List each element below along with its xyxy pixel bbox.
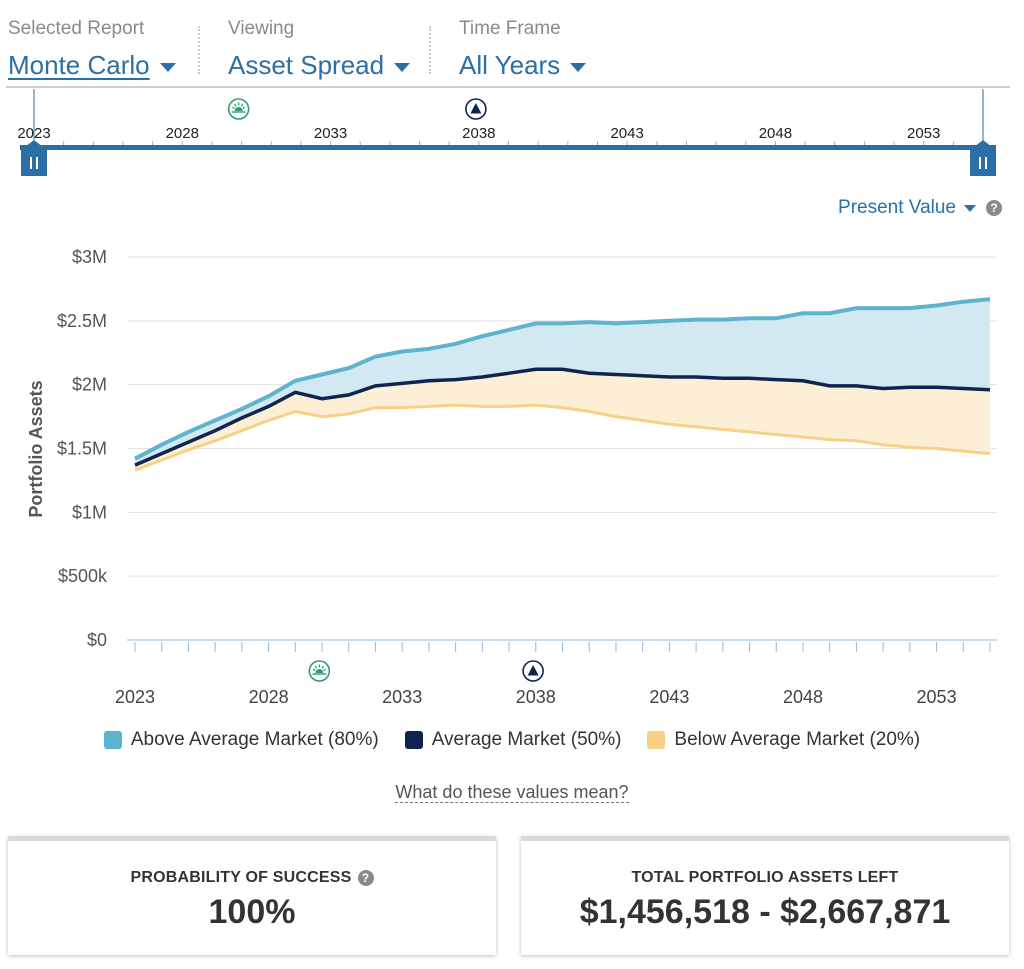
help-icon[interactable]: ?	[357, 870, 374, 886]
icon-ray	[323, 668, 326, 672]
timeline-year-label: 2033	[314, 125, 347, 142]
assets-left-title: TOTAL PORTFOLIO ASSETS LEFT	[631, 869, 899, 886]
icon-ray	[321, 665, 324, 669]
report-dropdown[interactable]: Monte Carlo	[8, 50, 176, 81]
x-tick-label: 2038	[516, 687, 556, 707]
time-frame-label: Time Frame	[459, 18, 561, 39]
icon-ray	[234, 103, 237, 107]
y-tick-label: $0	[87, 630, 107, 650]
retirement-sun-icon	[308, 660, 331, 682]
time-frame-dropdown-value: All Years	[459, 50, 561, 80]
below-average-band	[135, 369, 990, 471]
values-help-link-row: What do these values mean?	[0, 782, 1024, 803]
icon-ray	[312, 668, 316, 672]
legend-swatch	[103, 731, 122, 749]
icon-triangle	[527, 665, 539, 676]
probability-title: PROBABILITY OF SUCCESS	[130, 869, 352, 886]
series-line-above-average	[134, 297, 991, 461]
icon-ray	[314, 665, 318, 669]
chevron-down-icon	[394, 62, 411, 72]
legend-swatch	[404, 731, 423, 749]
x-tick-label: 2023	[115, 687, 155, 707]
assets-left-value: $1,456,518 - $2,667,871	[579, 893, 951, 931]
probability-card: PROBABILITY OF SUCCESS ? 100%	[8, 836, 496, 955]
present-value-dropdown[interactable]: Present Value ?	[838, 197, 1002, 219]
handle-body[interactable]	[970, 140, 996, 176]
viewing: Viewing Asset Spread	[228, 18, 411, 81]
series-line-below-average	[134, 403, 991, 472]
legend-item-below-average: Below Average Market (20%)	[647, 729, 920, 751]
y-tick-label: $1M	[72, 502, 107, 522]
chevron-down-icon	[964, 204, 976, 212]
x-tick-label: 2028	[249, 687, 289, 707]
x-tick-label: 2053	[917, 687, 957, 707]
y-tick-label: $2.5M	[57, 311, 107, 331]
icon-ray	[242, 106, 246, 110]
portfolio-assets-chart: $0 $500k $1M $1.5M $2M $2.5M $3M Portfolio Asse…	[26, 247, 997, 707]
handle-body[interactable]	[21, 140, 47, 176]
timeline-year-label: 2053	[907, 125, 940, 142]
icon-ray	[240, 103, 244, 107]
divider	[429, 26, 431, 74]
probability-title-row: PROBABILITY OF SUCCESS ?	[8, 869, 496, 887]
timeline-year-label: 2028	[166, 125, 199, 142]
assets-left-card: TOTAL PORTFOLIO ASSETS LEFT $1,456,518 -…	[521, 836, 1009, 955]
y-tick-label: $3M	[72, 247, 107, 267]
legend-label: Above Average Market (80%)	[130, 729, 379, 750]
viewing-label: Viewing	[228, 18, 295, 39]
legend-swatch	[647, 731, 666, 749]
time-frame: Time Frame All Years	[459, 18, 587, 81]
timeline-year-label: 2023	[17, 125, 50, 142]
legend-label: Average Market (50%)	[431, 729, 622, 750]
x-tick-label: 2048	[783, 687, 823, 707]
viewing-dropdown-value: Asset Spread	[228, 50, 385, 80]
icon-sun	[315, 669, 324, 673]
help-icon[interactable]: ?	[986, 200, 1002, 216]
milestone-triangle-icon	[465, 98, 487, 120]
probability-value: 100%	[208, 893, 296, 931]
selected-report-label: Selected Report	[8, 18, 145, 39]
x-tick-label: 2043	[649, 687, 689, 707]
icon-sun	[234, 107, 243, 111]
timeline-year-label: 2043	[610, 125, 643, 142]
timeline-bar	[20, 145, 996, 150]
range-end-handle[interactable]	[970, 140, 996, 176]
range-start-handle[interactable]	[21, 140, 47, 176]
legend-item-average: Average Market (50%)	[404, 729, 622, 751]
series-line-average	[134, 367, 991, 467]
chevron-down-icon	[570, 62, 587, 72]
chevron-down-icon	[159, 62, 176, 72]
time-frame-dropdown[interactable]: All Years	[459, 50, 587, 81]
present-value-label: Present Value	[838, 197, 956, 218]
icon-ray	[232, 106, 235, 110]
x-tick-label: 2033	[382, 687, 422, 707]
retirement-sun-icon	[227, 98, 250, 120]
y-tick-label: $2M	[72, 375, 107, 395]
y-tick-label: $500k	[58, 566, 108, 586]
chart-legend: Above Average Market (80%) Average Marke…	[0, 729, 1024, 751]
milestone-triangle-icon	[522, 660, 544, 682]
legend-item-above-average: Above Average Market (80%)	[103, 729, 379, 751]
values-help-link[interactable]: What do these values mean?	[395, 782, 629, 803]
y-tick-label: $1.5M	[57, 439, 107, 459]
timeline-year-label: 2048	[759, 125, 792, 142]
y-axis-title: Portfolio Assets	[26, 380, 46, 517]
viewing-dropdown[interactable]: Asset Spread	[228, 50, 411, 81]
selected-report: Selected Report Monte Carlo	[8, 18, 176, 81]
timeline-year-label: 2038	[462, 125, 495, 142]
divider	[198, 26, 200, 74]
assets-left-title-row: TOTAL PORTFOLIO ASSETS LEFT	[521, 869, 1009, 887]
report-dropdown-value: Monte Carlo	[8, 50, 150, 80]
icon-triangle	[470, 103, 482, 114]
timeline-slider[interactable]: 2023 2028 2033 2038 2043 2048 2053	[0, 0, 1024, 190]
legend-label: Below Average Market (20%)	[674, 729, 921, 750]
above-average-band	[135, 299, 990, 466]
